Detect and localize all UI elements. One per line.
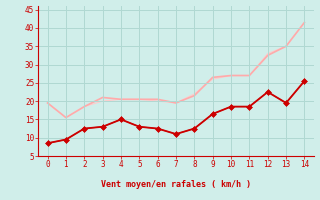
X-axis label: Vent moyen/en rafales ( km/h ): Vent moyen/en rafales ( km/h )	[101, 180, 251, 189]
